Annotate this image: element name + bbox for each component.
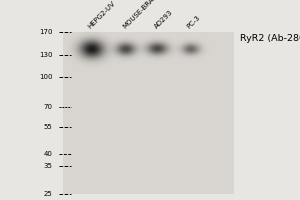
Text: 130: 130 (39, 52, 52, 58)
Text: 170: 170 (39, 29, 52, 35)
Text: 25: 25 (44, 191, 52, 197)
Text: 55: 55 (44, 124, 52, 130)
Text: HEPG2-UV: HEPG2-UV (87, 0, 117, 30)
Text: MOUSE-BRAIN: MOUSE-BRAIN (122, 0, 160, 30)
Text: 40: 40 (44, 151, 52, 157)
Text: 70: 70 (44, 104, 52, 110)
Text: AD293: AD293 (153, 9, 174, 30)
Bar (63, 32, 234, 194)
Text: 35: 35 (44, 163, 52, 169)
Text: RyR2 (Ab-2808: RyR2 (Ab-2808 (240, 34, 300, 43)
Text: PC-3: PC-3 (186, 15, 202, 30)
Text: 100: 100 (39, 74, 52, 80)
